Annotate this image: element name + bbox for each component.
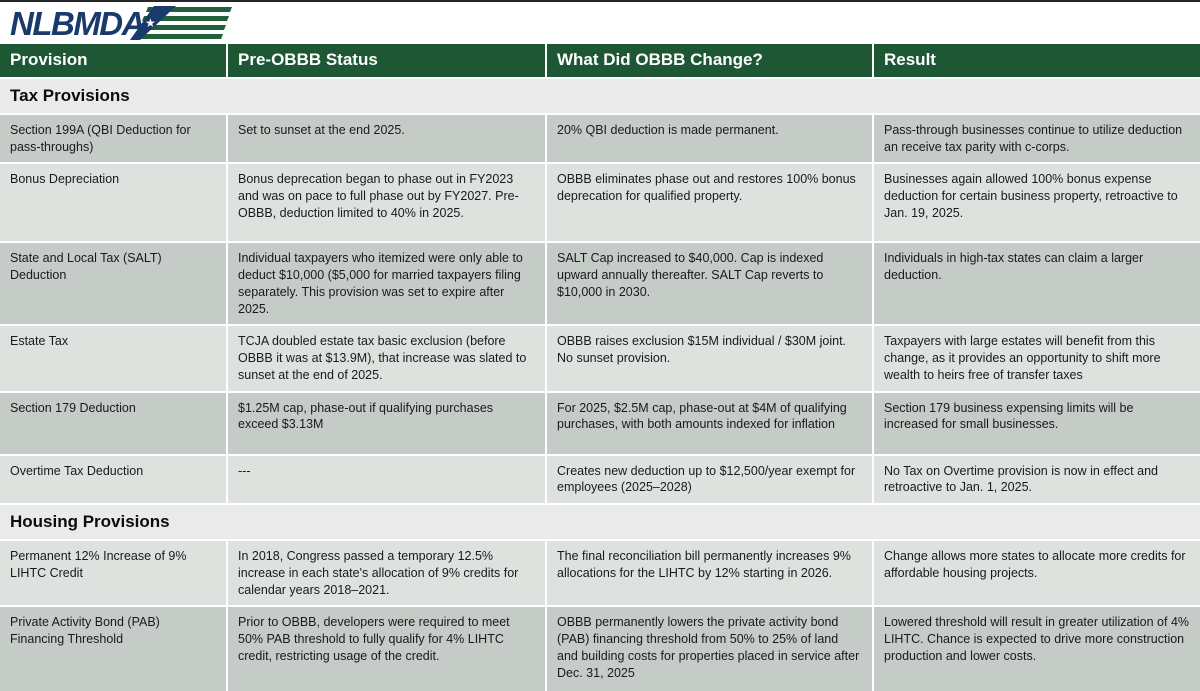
cell-change: OBBB eliminates phase out and restores 1… — [547, 164, 872, 242]
column-header-result: Result — [874, 44, 1200, 77]
cell-result: Lowered threshold will result in greater… — [874, 607, 1200, 691]
table-row-section-199a: Section 199A (QBI Deduction for pass-thr… — [0, 114, 1200, 163]
table-row-pab-financing-threshold: Private Activity Bond (PAB) Financing Th… — [0, 607, 1200, 691]
column-header-provision: Provision — [0, 44, 226, 77]
column-header-what-did-obbb-change: What Did OBBB Change? — [547, 44, 872, 77]
nlbmda-logo: NLBMDA ★ — [10, 6, 232, 40]
table-row-overtime-tax-deduction: Overtime Tax Deduction --- Creates new d… — [0, 455, 1200, 504]
cell-pre-obbb: Set to sunset at the end 2025. — [228, 114, 545, 163]
cell-pre-obbb: TCJA doubled estate tax basic exclusion … — [228, 326, 545, 391]
cell-change: OBBB permanently lowers the private acti… — [547, 607, 872, 691]
table-row-section-179: Section 179 Deduction $1.25M cap, phase-… — [0, 392, 1200, 454]
logo-bar: NLBMDA ★ — [0, 2, 1200, 44]
cell-result: Taxpayers with large estates will benefi… — [874, 326, 1200, 391]
cell-change: The final reconciliation bill permanentl… — [547, 541, 872, 606]
table-row-bonus-depreciation: Bonus Depreciation Bonus deprecation beg… — [0, 164, 1200, 242]
cell-provision: State and Local Tax (SALT) Deduction — [0, 243, 226, 325]
star-icon: ★ — [145, 16, 156, 30]
cell-pre-obbb: --- — [228, 455, 545, 504]
table-header-row: Provision Pre-OBBB Status What Did OBBB … — [0, 44, 1200, 77]
cell-pre-obbb: Bonus deprecation began to phase out in … — [228, 164, 545, 242]
cell-result: Change allows more states to allocate mo… — [874, 541, 1200, 606]
cell-result: Businesses again allowed 100% bonus expe… — [874, 164, 1200, 242]
section-header-housing-provisions: Housing Provisions — [0, 505, 1200, 540]
flag-icon: ★ — [129, 6, 232, 40]
cell-change: SALT Cap increased to $40,000. Cap is in… — [547, 243, 872, 325]
cell-result: Individuals in high-tax states can claim… — [874, 243, 1200, 325]
cell-pre-obbb: $1.25M cap, phase-out if qualifying purc… — [228, 392, 545, 454]
logo-text: NLBMDA — [10, 4, 145, 42]
table-row-lihtc-credit-increase: Permanent 12% Increase of 9% LIHTC Credi… — [0, 541, 1200, 606]
cell-result: Pass-through businesses continue to util… — [874, 114, 1200, 163]
table-row-estate-tax: Estate Tax TCJA doubled estate tax basic… — [0, 326, 1200, 391]
obbb-comparison-table: Provision Pre-OBBB Status What Did OBBB … — [0, 44, 1200, 691]
cell-pre-obbb: Individual taxpayers who itemized were o… — [228, 243, 545, 325]
cell-provision: Section 199A (QBI Deduction for pass-thr… — [0, 114, 226, 163]
cell-provision: Overtime Tax Deduction — [0, 455, 226, 504]
cell-pre-obbb: Prior to OBBB, developers were required … — [228, 607, 545, 691]
cell-change: Creates new deduction up to $12,500/year… — [547, 455, 872, 504]
section-header-tax-provisions: Tax Provisions — [0, 78, 1200, 113]
cell-result: Section 179 business expensing limits wi… — [874, 392, 1200, 454]
cell-result: No Tax on Overtime provision is now in e… — [874, 455, 1200, 504]
cell-provision: Estate Tax — [0, 326, 226, 391]
cell-provision: Permanent 12% Increase of 9% LIHTC Credi… — [0, 541, 226, 606]
cell-change: 20% QBI deduction is made permanent. — [547, 114, 872, 163]
table-row-salt-deduction: State and Local Tax (SALT) Deduction Ind… — [0, 243, 1200, 325]
cell-pre-obbb: In 2018, Congress passed a temporary 12.… — [228, 541, 545, 606]
cell-change: For 2025, $2.5M cap, phase-out at $4M of… — [547, 392, 872, 454]
cell-provision: Bonus Depreciation — [0, 164, 226, 242]
cell-provision: Private Activity Bond (PAB) Financing Th… — [0, 607, 226, 691]
column-header-pre-obbb-status: Pre-OBBB Status — [228, 44, 545, 77]
cell-change: OBBB raises exclusion $15M individual / … — [547, 326, 872, 391]
cell-provision: Section 179 Deduction — [0, 392, 226, 454]
